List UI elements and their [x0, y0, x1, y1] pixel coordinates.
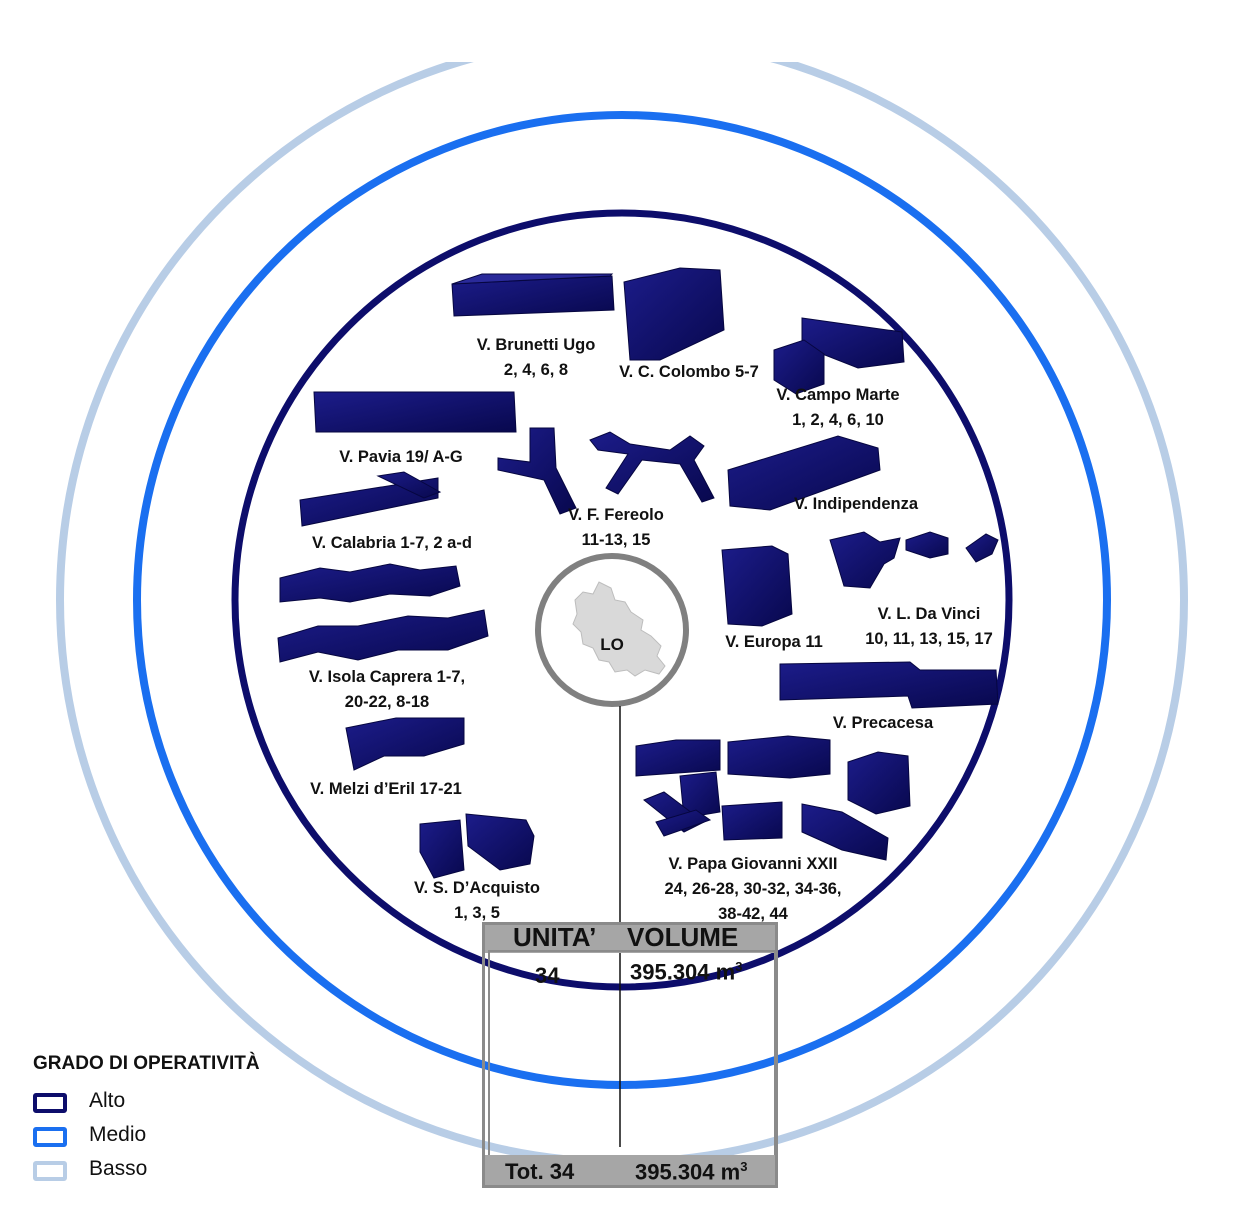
label-campo-marte: V. Campo Marte 1, 2, 4, 6, 10	[776, 386, 900, 429]
table-footer: Tot. 34 395.304 m3	[485, 1155, 775, 1185]
label-pavia: V. Pavia 19/ A-G	[339, 448, 463, 466]
total-units: Tot. 34	[505, 1159, 575, 1184]
summary-table: UNITA’ VOLUME 34 395.304 m3 Tot. 34 395.…	[482, 922, 778, 1188]
ring-alto	[231, 209, 1013, 991]
unita-value: 34	[535, 963, 560, 988]
legend-title: GRADO DI OPERATIVITÀ	[33, 1053, 260, 1074]
label-fereolo: V. F. Fereolo 11-13, 15	[568, 506, 664, 549]
center-label: LO	[600, 635, 624, 654]
label-calabria: V. Calabria 1-7, 2 a-d	[312, 534, 472, 552]
header-unita: UNITA’	[513, 922, 597, 952]
label-colombo: V. C. Colombo 5-7	[619, 363, 759, 381]
label-s-dacquisto: V. S. D’Acquisto 1, 3, 5	[414, 879, 540, 922]
label-papa-giovanni: V. Papa Giovanni XXII 24, 26-28, 30-32, 3…	[664, 855, 842, 923]
legend-label-alto: Alto	[89, 1089, 126, 1112]
ring-medio	[133, 111, 1111, 1089]
legend-label-basso: Basso	[89, 1157, 148, 1180]
label-melzi-deril: V. Melzi d’Eril 17-21	[310, 780, 462, 798]
label-precacesa: V. Precacesa	[832, 714, 934, 732]
label-indipendenza: V. Indipendenza	[793, 495, 919, 513]
header-volume: VOLUME	[627, 922, 739, 952]
label-da-vinci: V. L. Da Vinci 10, 11, 13, 15, 17	[865, 605, 993, 648]
label-europa: V. Europa 11	[725, 633, 823, 651]
label-isola-caprera: V. Isola Caprera 1-7, 20-22, 8-18	[308, 668, 466, 711]
lodi-province-shape	[572, 581, 666, 677]
buildings	[277, 267, 999, 879]
volume-value: 395.304 m3	[630, 959, 743, 985]
label-brunetti-ugo: V. Brunetti Ugo 2, 4, 6, 8	[476, 336, 596, 379]
legend-swatch-medio	[33, 1127, 67, 1147]
total-volume: 395.304 m3	[635, 1158, 748, 1184]
legend-swatch-alto	[33, 1093, 67, 1113]
legend-swatch-basso	[33, 1161, 67, 1181]
legend-label-medio: Medio	[89, 1123, 147, 1146]
table-header: UNITA’ VOLUME	[485, 922, 775, 953]
